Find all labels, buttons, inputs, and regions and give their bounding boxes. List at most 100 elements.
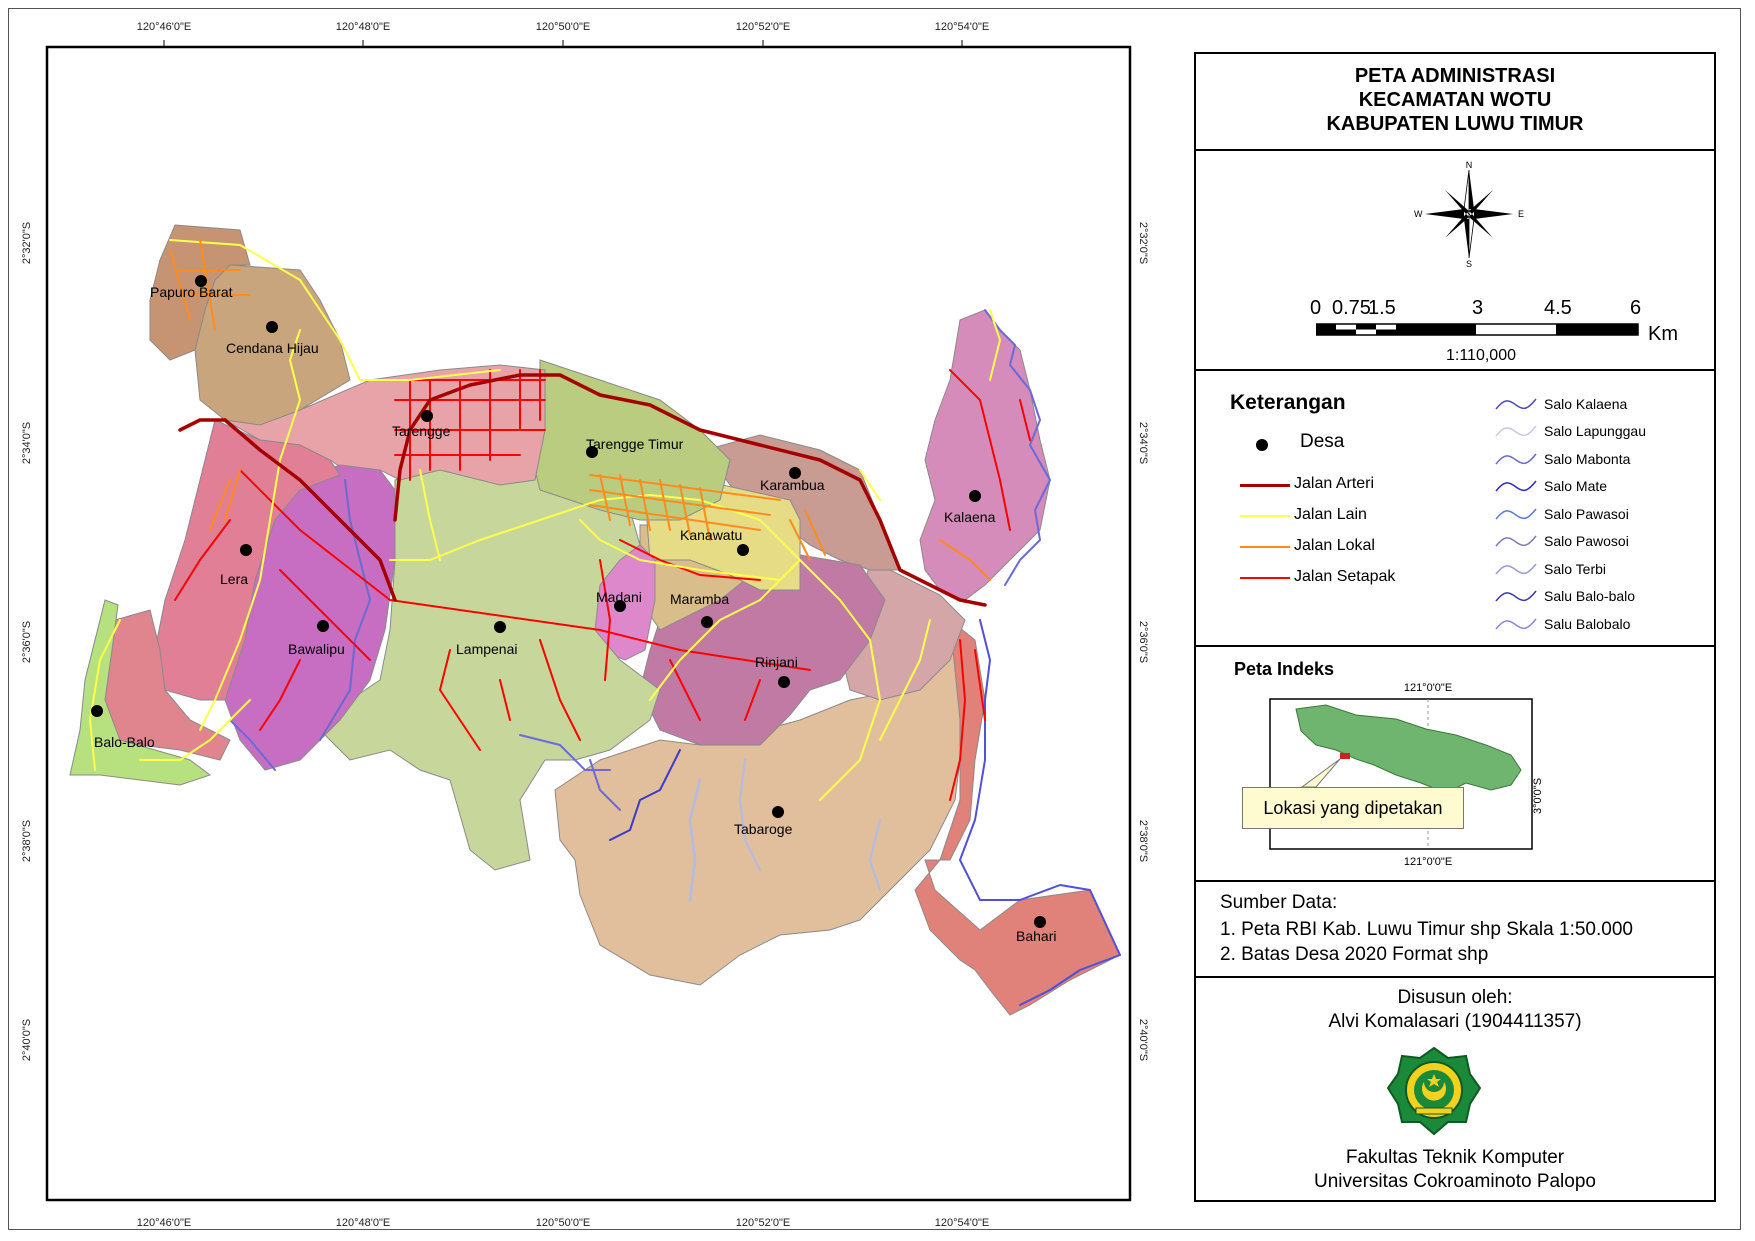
map-title-line: KABUPATEN LUWU TIMUR: [1326, 113, 1584, 135]
village-dot[interactable]: [789, 467, 801, 479]
village-dot[interactable]: [240, 544, 252, 556]
map-title-line: PETA ADMINISTRASI: [1354, 65, 1556, 87]
legend-river: Salo Mabonta: [1494, 450, 1714, 470]
page-frame: [8, 8, 1741, 1230]
lat-label-right: 2°32'0"S: [1137, 222, 1149, 264]
village-dot[interactable]: [91, 705, 103, 717]
village-markers: Papuro Barat Cendana Hijau Tarengge Tare…: [91, 275, 1056, 944]
river-label: Salo Pawasoi: [1544, 506, 1629, 522]
index-lon-label-bottom: 121°0'0"E: [1404, 856, 1452, 868]
village-dot[interactable]: [737, 544, 749, 556]
village-label: Papuro Barat: [150, 284, 233, 300]
lon-label-bottom: 120°50'0"E: [536, 1217, 590, 1229]
lat-label-right: 2°38'0"S: [1137, 820, 1149, 862]
village-dot[interactable]: [494, 621, 506, 633]
legend-road-setapak: Jalan Setapak: [1240, 568, 1460, 588]
lat-label-right: 2°34'0"S: [1137, 422, 1149, 464]
lat-label-left: 2°34'0"S: [21, 422, 33, 464]
river-label: Salo Mabonta: [1544, 451, 1631, 467]
river-swatch-icon: [1495, 618, 1537, 630]
source-item: 1. Peta RBI Kab. Luwu Timur shp Skala 1:…: [1220, 919, 1633, 940]
legend-road-lain: Jalan Lain: [1240, 506, 1460, 526]
village-label: Balo-Balo: [94, 734, 155, 750]
river-swatch-icon: [1495, 453, 1537, 465]
index-lat-label-right: 3°0'0"S: [1532, 778, 1544, 814]
road-label: Jalan Lain: [1294, 506, 1367, 523]
road-label: Jalan Arteri: [1294, 475, 1375, 492]
index-callout-label: Lokasi yang dipetakan: [1263, 798, 1443, 818]
credit-section: Disusun oleh: Alvi Komalasari (190441135…: [1196, 978, 1714, 1202]
village-dot[interactable]: [317, 620, 329, 632]
roads-arteri: [178, 373, 987, 607]
river-swatch-icon: [1495, 535, 1537, 547]
university-logo-icon: [1386, 1046, 1482, 1136]
map-title-line: KECAMATAN WOTU: [1358, 89, 1552, 111]
village-label: Bahari: [1016, 928, 1056, 944]
scale-label: 0.75: [1332, 297, 1371, 319]
river-swatch-icon: [1495, 398, 1537, 410]
village-dot[interactable]: [701, 616, 713, 628]
village-label: Madani: [596, 589, 642, 605]
village-dot[interactable]: [421, 410, 433, 422]
scale-unit: Km: [1648, 323, 1678, 345]
scale-label: 0: [1310, 297, 1322, 319]
compass-e-label: E: [1518, 209, 1524, 219]
lat-label-right: 2°36'0"S: [1137, 621, 1149, 663]
village-polygons: [69, 224, 1121, 1016]
village-label: Cendana Hijau: [226, 340, 319, 356]
river-label: Salu Balo-balo: [1544, 588, 1636, 604]
road-lain-swatch-icon: [1240, 515, 1290, 517]
credit-university: Universitas Cokroaminoto Palopo: [1314, 1171, 1596, 1192]
village-dot[interactable]: [586, 446, 598, 458]
village-dot[interactable]: [266, 321, 278, 333]
index-callout: Lokasi yang dipetakan: [1242, 787, 1464, 829]
scale-bar: [1316, 323, 1639, 336]
village-label: Tarengge: [392, 423, 451, 439]
river-swatch-icon: [1495, 590, 1537, 602]
river-swatch-icon: [1495, 425, 1537, 437]
village-label: Tabaroge: [734, 821, 793, 837]
lon-label-bottom: 120°46'0"E: [137, 1217, 191, 1229]
index-lon-label-top: 121°0'0"E: [1404, 682, 1452, 694]
index-map-title: Peta Indeks: [1234, 659, 1335, 679]
desa-label: Desa: [1300, 431, 1345, 452]
village-dot[interactable]: [778, 676, 790, 688]
legend-river: Salo Pawosoi: [1494, 532, 1714, 552]
lat-label-right: 2°40'0"S: [1137, 1019, 1149, 1061]
village-dot[interactable]: [772, 806, 784, 818]
river-swatch-icon: [1495, 480, 1537, 492]
source-item: 2. Batas Desa 2020 Format shp: [1220, 944, 1489, 965]
lon-label-top: 120°48'0"E: [336, 21, 390, 33]
village-dot[interactable]: [195, 275, 207, 287]
road-label: Jalan Setapak: [1294, 568, 1396, 585]
village-dot[interactable]: [1034, 916, 1046, 928]
keterangan-title: Keterangan: [1230, 391, 1346, 414]
map-title: PETA ADMINISTRASI KECAMATAN WOTU KABUPAT…: [1196, 54, 1714, 151]
river-swatch-icon: [1495, 563, 1537, 575]
village-label: Lera: [220, 571, 248, 587]
lon-label-bottom: 120°52'0"E: [736, 1217, 790, 1229]
river-label: Salo Kalaena: [1544, 396, 1628, 412]
source-section: Sumber Data: 1. Peta RBI Kab. Luwu Timur…: [1196, 882, 1714, 978]
village-label: Tarengge Timur: [586, 436, 684, 452]
scale-label: 3: [1472, 297, 1484, 319]
village-dot[interactable]: [969, 490, 981, 502]
lon-label-bottom: 120°54'0"E: [935, 1217, 989, 1229]
legend-keterangan: Keterangan Desa Jalan Arteri Jalan Lain …: [1196, 371, 1714, 647]
village-label: Lampenai: [456, 641, 518, 657]
lat-label-left: 2°38'0"S: [21, 820, 33, 862]
lat-label-left: 2°40'0"S: [21, 1019, 33, 1061]
map-panel[interactable]: 120°46'0"E 120°48'0"E 120°50'0"E 120°52'…: [0, 0, 1190, 1241]
scale-section: N S E W 0 0.75 1.5 3 4.5 6 Km 1:110,000: [1196, 151, 1714, 371]
legend-river: Salo Terbi: [1494, 560, 1714, 580]
legend-river: Salo Pawasoi: [1494, 505, 1714, 525]
village-label: Kalaena: [944, 509, 996, 525]
lon-label-top: 120°54'0"E: [935, 21, 989, 33]
river-label: Salu Balobalo: [1544, 616, 1631, 632]
lat-label-left: 2°32'0"S: [21, 222, 33, 264]
roads-lain: [88, 239, 1002, 801]
index-map[interactable]: 121°0'0"E 121°0'0"E 3°0'0"S: [1256, 675, 1676, 875]
river-label: Salo Lapunggau: [1544, 423, 1646, 439]
village-label: Maramba: [670, 591, 729, 607]
village-dot[interactable]: [614, 600, 626, 612]
